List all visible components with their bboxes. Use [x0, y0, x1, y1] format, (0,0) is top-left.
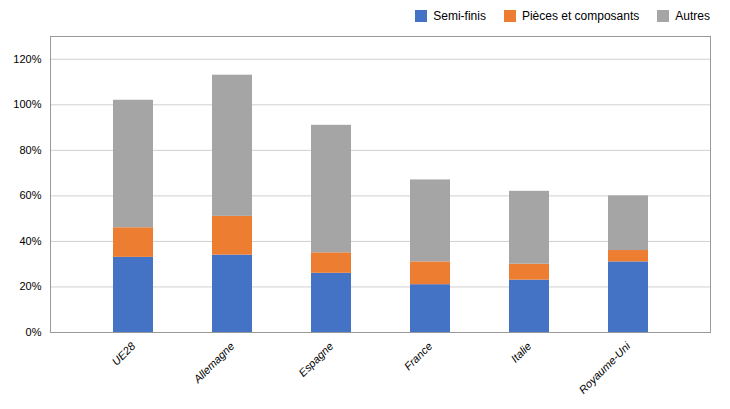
svg-text:40%: 40% [19, 235, 41, 247]
svg-text:100%: 100% [13, 98, 41, 110]
svg-text:Royaume-Uni: Royaume-Uni [576, 339, 632, 395]
html-text:Autres: Autres [675, 9, 710, 23]
html-text:Semi-finis: Semi-finis [433, 9, 486, 23]
svg-text:Italie: Italie [508, 340, 533, 365]
svg-text:120%: 120% [13, 53, 41, 65]
svg-text:20%: 20% [19, 280, 41, 292]
svg-text:60%: 60% [19, 189, 41, 201]
html-text:Pièces et composants: Pièces et composants [521, 9, 640, 23]
svg-text:80%: 80% [19, 144, 41, 156]
svg-text:0%: 0% [26, 326, 42, 338]
svg-text:Espagne: Espagne [296, 340, 335, 379]
svg-text:UE28: UE28 [109, 339, 138, 368]
svg-text:France: France [402, 340, 435, 373]
svg-text:Allemagne: Allemagne [190, 340, 236, 386]
